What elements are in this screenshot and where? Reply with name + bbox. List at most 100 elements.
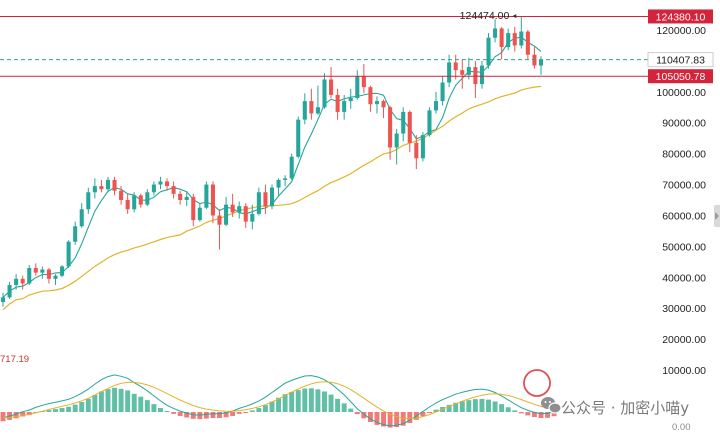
price-tag — [648, 9, 713, 24]
macd-bar — [276, 397, 282, 412]
candle-body — [151, 184, 156, 193]
candle-body — [388, 107, 393, 148]
macd-bar — [210, 412, 216, 419]
candle — [269, 184, 275, 210]
macd-bar — [72, 404, 78, 412]
candle-body — [447, 62, 452, 83]
candle-body — [178, 193, 183, 200]
peak-arrow-icon — [512, 14, 517, 19]
candle-body — [466, 67, 471, 75]
candle-body — [73, 226, 78, 242]
candle — [355, 70, 360, 100]
candle-body — [525, 31, 530, 55]
macd-bar — [525, 412, 531, 416]
macd-bar — [85, 398, 91, 412]
candle — [414, 135, 419, 170]
candlesticks — [0, 16, 544, 307]
candle-body — [322, 79, 327, 108]
macd-bar — [131, 393, 137, 412]
candle — [361, 64, 366, 94]
macd-bar — [538, 412, 544, 419]
macd-bar — [381, 412, 386, 427]
macd-bar — [105, 389, 111, 412]
candle-body — [440, 82, 445, 102]
panel-collapse-handle[interactable] — [714, 205, 720, 227]
candle — [506, 28, 511, 51]
y-tick-label: 70000.00 — [662, 180, 706, 192]
candle-body — [309, 101, 314, 114]
macd-bar — [256, 408, 262, 412]
candle-body — [20, 278, 25, 284]
candle-body — [171, 186, 176, 194]
candle-body — [197, 207, 202, 221]
candle-body — [158, 181, 163, 185]
candle — [427, 107, 432, 137]
candle-body — [46, 269, 51, 279]
candle-body — [453, 62, 458, 71]
candle — [138, 193, 143, 208]
candle — [381, 99, 386, 119]
candle-body — [210, 184, 215, 216]
macd-bar — [13, 412, 19, 419]
macd-bar — [518, 412, 524, 414]
candle — [99, 179, 104, 193]
macd-bar — [164, 411, 170, 412]
candle-body — [296, 119, 301, 157]
price-tag — [648, 69, 713, 84]
candle-body — [407, 111, 412, 143]
candle-body — [184, 196, 189, 200]
candle-body — [14, 278, 19, 285]
candle-body — [460, 70, 465, 75]
candle-body — [283, 178, 288, 180]
candle — [184, 192, 189, 207]
candle-body — [60, 266, 65, 276]
macd-bar — [407, 412, 413, 424]
candle — [191, 193, 196, 227]
price-lines: 124380.10 110407.83 105050.78 124474.00 — [0, 9, 714, 84]
macd-bar — [512, 410, 518, 412]
candle-body — [506, 33, 511, 47]
candle — [33, 263, 38, 276]
macd-crossover-highlight — [523, 369, 551, 397]
macd-bar — [249, 410, 255, 412]
candle — [493, 19, 498, 43]
candle-body — [420, 135, 425, 159]
candle — [538, 56, 544, 75]
macd-bar — [459, 401, 465, 412]
candle-body — [0, 297, 6, 302]
candle-body — [512, 33, 517, 46]
candle — [479, 60, 484, 89]
macd-bar — [308, 388, 314, 412]
macd-bar — [453, 402, 459, 412]
macd-bar — [53, 409, 58, 412]
candle-body — [269, 187, 275, 207]
candle-body — [230, 204, 235, 213]
candle — [512, 26, 517, 52]
peak-label: 124474.00 — [460, 10, 510, 22]
candle — [46, 268, 51, 284]
macd-bar — [387, 412, 393, 428]
candle — [440, 76, 445, 106]
candle — [525, 30, 530, 60]
candle — [401, 107, 406, 142]
macd-bar — [118, 388, 124, 412]
y-tick-label: 40000.00 — [662, 272, 706, 284]
candle — [296, 116, 301, 159]
candle-body — [27, 268, 32, 284]
candle — [532, 47, 537, 69]
y-tick-label: 20000.00 — [662, 334, 706, 346]
candle — [263, 184, 268, 214]
candle-body — [125, 200, 130, 210]
candle — [125, 193, 130, 214]
candle — [256, 187, 261, 216]
candle-body — [355, 76, 360, 98]
macd-bar — [217, 412, 222, 419]
candle — [145, 189, 150, 207]
wechat-logo-icon — [541, 397, 562, 414]
macd-bar — [243, 412, 249, 413]
macd-bar — [531, 412, 537, 417]
macd-bar — [0, 412, 6, 422]
macd-bar — [499, 404, 505, 412]
price-tag — [647, 52, 714, 68]
